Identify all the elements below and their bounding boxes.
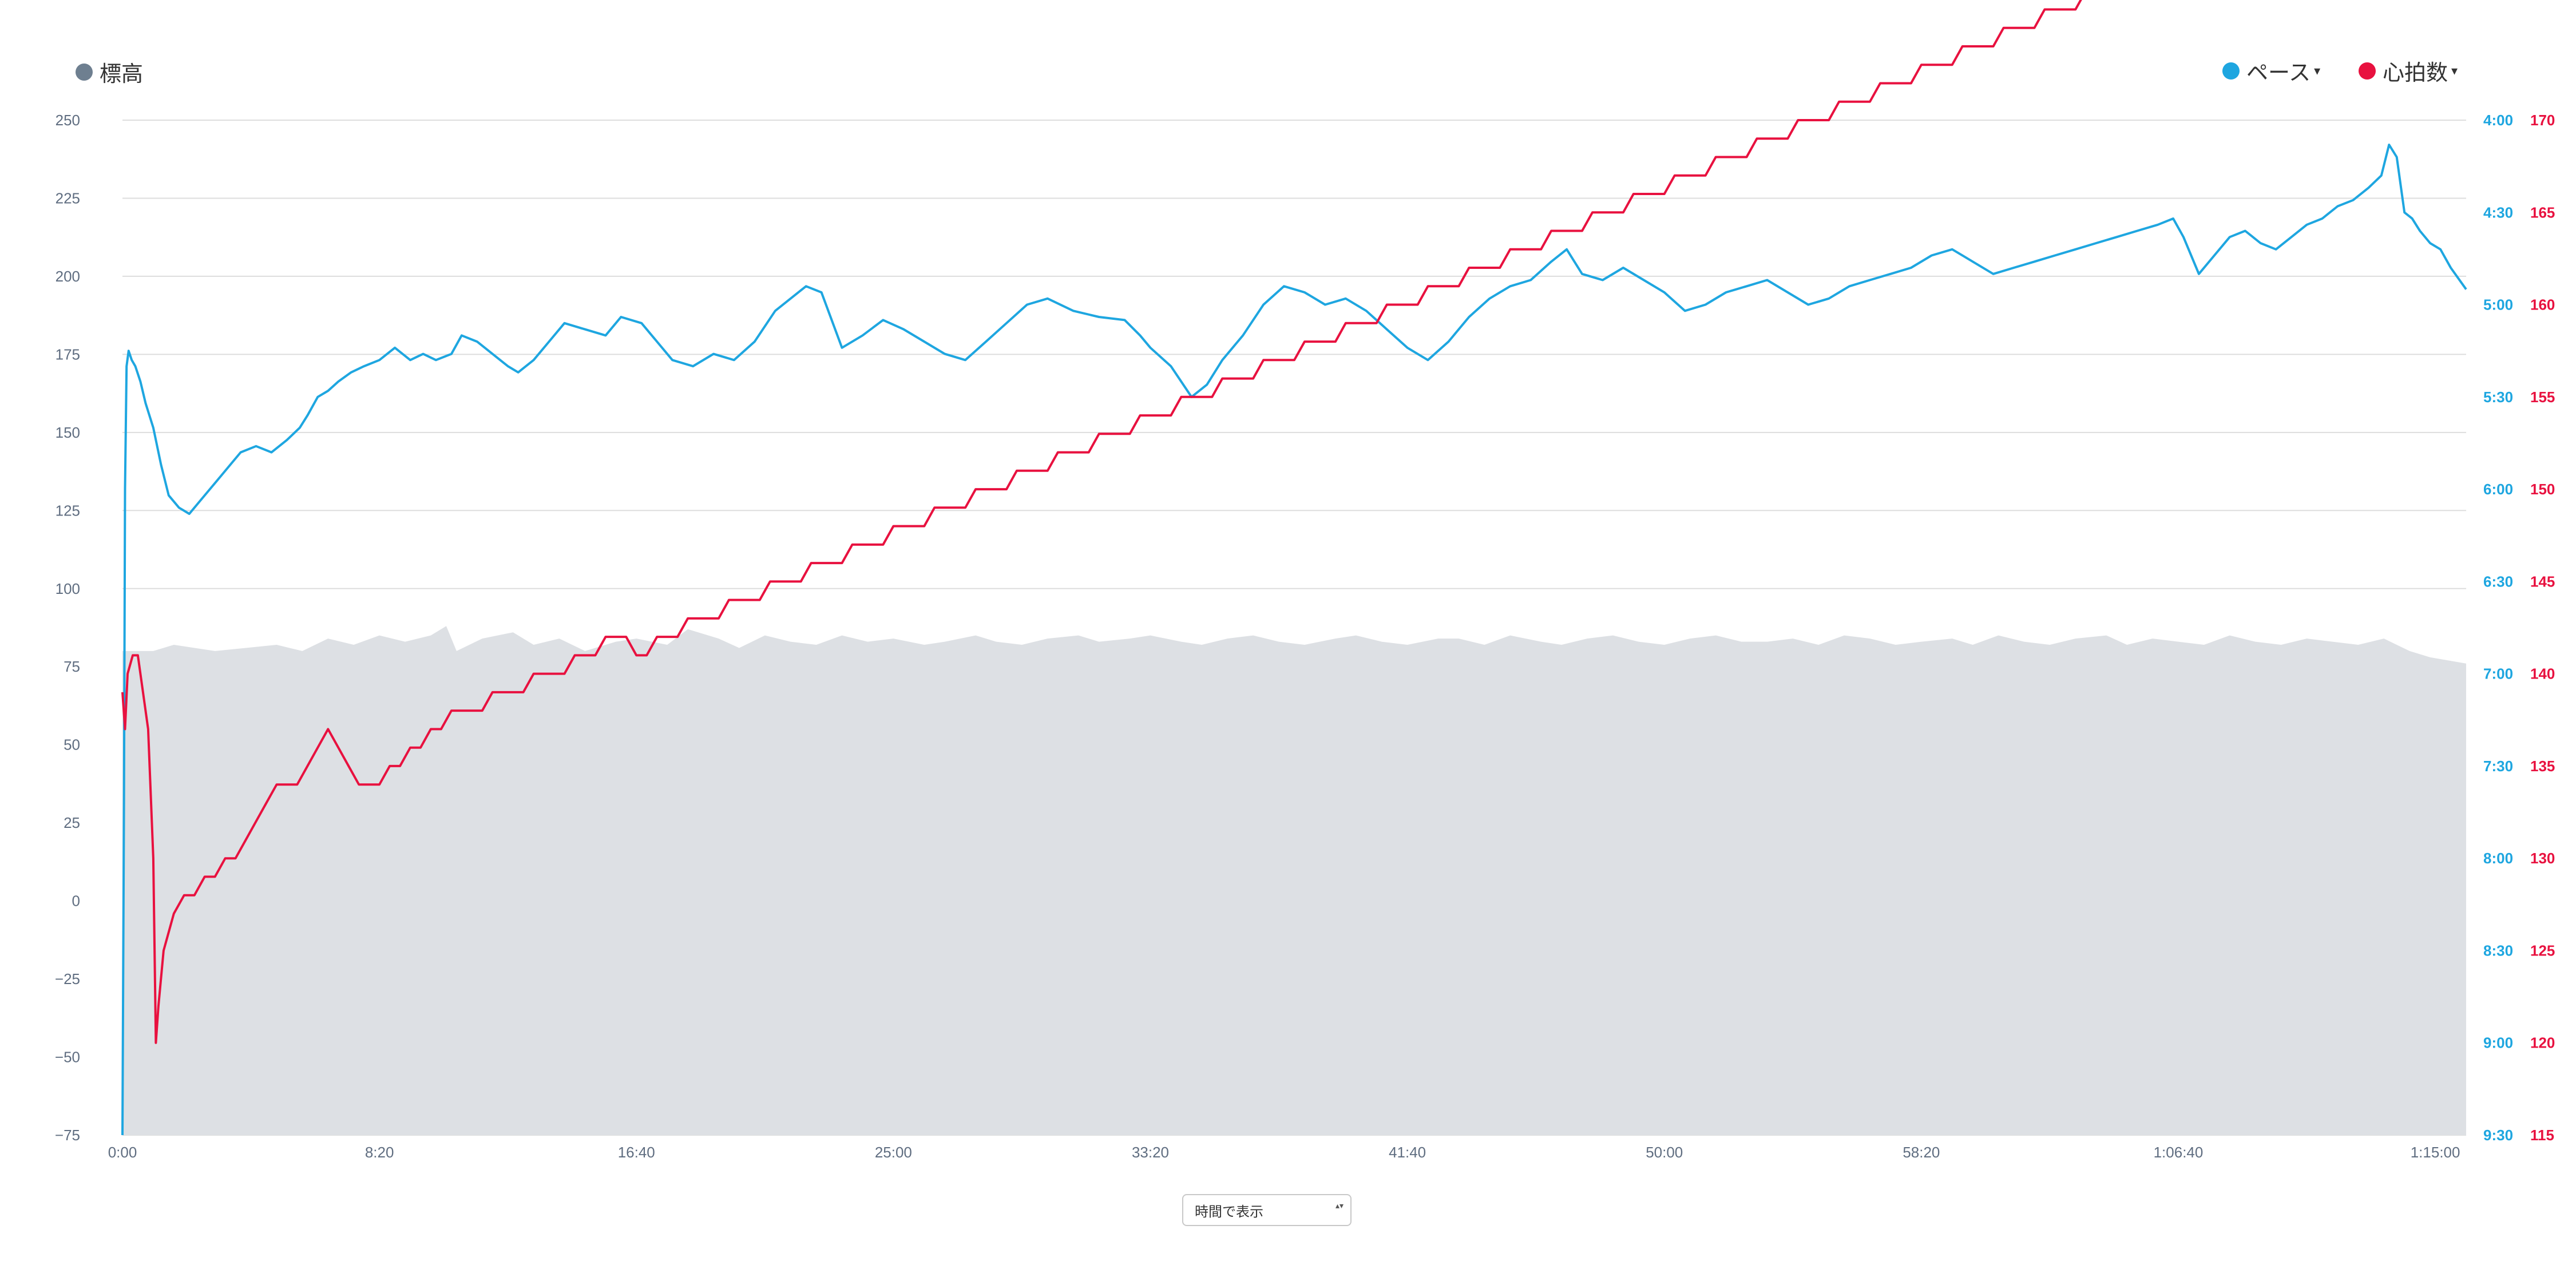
elevation-tick-label: 100: [56, 580, 80, 597]
elevation-area-layer: [122, 626, 2466, 1135]
heart-rate-tick-label: 115: [2530, 1127, 2554, 1144]
elevation-tick-label: 50: [64, 736, 80, 753]
elevation-tick-label: 125: [56, 502, 80, 519]
pace-tick-label: 7:00: [2483, 665, 2513, 683]
heart-rate-tick-label: 120: [2530, 1034, 2555, 1052]
time-tick-label: 1:15:00: [2411, 1144, 2460, 1161]
pace-line-layer: [121, 144, 2467, 1136]
heart-rate-legend-label: 心拍数: [2383, 61, 2448, 85]
elevation-tick-label: 75: [64, 658, 80, 675]
pace-tick-label: 9:00: [2483, 1034, 2513, 1052]
pace-tick-label: 6:30: [2483, 573, 2513, 590]
elevation-area: [122, 626, 2466, 1135]
heart-rate-tick-label: 145: [2530, 573, 2555, 590]
heart-rate-tick-label: 160: [2530, 296, 2555, 314]
heart-rate-tick-label: 150: [2530, 481, 2555, 498]
elevation-tick-label: −75: [55, 1127, 80, 1144]
pace-tick-label: 6:00: [2483, 481, 2513, 498]
pace-tick-label: 4:00: [2483, 112, 2513, 129]
time-tick-label: 58:20: [1903, 1144, 1940, 1161]
pace-legend-label: ペース: [2246, 61, 2311, 85]
pace-line: [121, 144, 2467, 1136]
time-tick-label: 0:00: [108, 1144, 137, 1161]
pace-tick-label: 8:00: [2483, 850, 2513, 867]
pace-tick-label: 9:30: [2483, 1127, 2513, 1144]
heart-rate-tick-label: 135: [2530, 758, 2555, 775]
legend-elevation[interactable]: 標高: [76, 56, 143, 88]
elevation-tick-label: 0: [72, 893, 80, 910]
time-tick-label: 8:20: [365, 1144, 394, 1161]
time-axis: 0:00 8:20 16:40 25:00 33:20 41:40 50:00 58:20 1:…: [108, 1144, 2460, 1161]
heart-rate-tick-label: 170: [2530, 112, 2555, 129]
pace-tick-label: 8:30: [2483, 942, 2513, 959]
heart-rate-dropdown-caret-icon[interactable]: ▾: [2451, 63, 2458, 78]
time-tick-label: 25:00: [875, 1144, 912, 1161]
elevation-tick-label: 250: [56, 112, 80, 129]
heart-rate-tick-label: 165: [2530, 204, 2555, 221]
elevation-legend-dot-icon: [76, 63, 93, 81]
heart-rate-line-layer: [121, 0, 2082, 1044]
time-tick-label: 33:20: [1132, 1144, 1169, 1161]
time-tick-label: 16:40: [618, 1144, 655, 1161]
elevation-tick-label: 175: [56, 346, 80, 363]
legend-pace[interactable]: ペース ▾: [2222, 55, 2320, 86]
elevation-tick-label: 200: [56, 268, 80, 285]
heart-rate-tick-label: 130: [2530, 850, 2555, 867]
pace-tick-label: 7:30: [2483, 758, 2513, 775]
elevation-tick-label: 150: [56, 424, 80, 441]
pace-tick-label: 4:30: [2483, 204, 2513, 221]
heart-rate-tick-label: 140: [2530, 665, 2555, 683]
time-tick-label: 50:00: [1646, 1144, 1683, 1161]
heart-rate-tick-label: 155: [2530, 388, 2555, 406]
pace-dropdown-caret-icon[interactable]: ▾: [2314, 63, 2321, 78]
view-mode-select-label: 時間で表示: [1195, 1204, 1263, 1220]
pace-tick-label: 5:30: [2483, 388, 2513, 406]
elevation-tick-label: 225: [56, 189, 80, 207]
legend-heart-rate[interactable]: 心拍数 ▾: [2359, 55, 2458, 86]
heart-rate-legend-dot-icon: [2359, 62, 2376, 80]
elevation-tick-label: −25: [55, 970, 80, 988]
pace-axis: 4:00 4:30 5:00 5:30 6:00 6:30 7:00 7:30 8:00 8:30…: [2483, 112, 2513, 1144]
heart-rate-tick-label: 125: [2530, 942, 2555, 959]
heart-rate-line: [121, 0, 2082, 1044]
heart-rate-axis: 170 165 160 155 150 145 140 135 130 125 120 115: [2530, 112, 2555, 1144]
view-mode-select[interactable]: 時間で表示 ▴▾: [1182, 1194, 1352, 1226]
elevation-tick-label: 25: [64, 814, 80, 831]
pace-tick-label: 5:00: [2483, 296, 2513, 314]
pace-legend-dot-icon: [2222, 62, 2240, 80]
elevation-legend-label: 標高: [100, 62, 144, 86]
time-tick-label: 41:40: [1389, 1144, 1426, 1161]
time-tick-label: 1:06:40: [2154, 1144, 2204, 1161]
elevation-tick-label: −50: [55, 1049, 80, 1066]
select-arrows-icon: ▴▾: [1335, 1201, 1344, 1210]
